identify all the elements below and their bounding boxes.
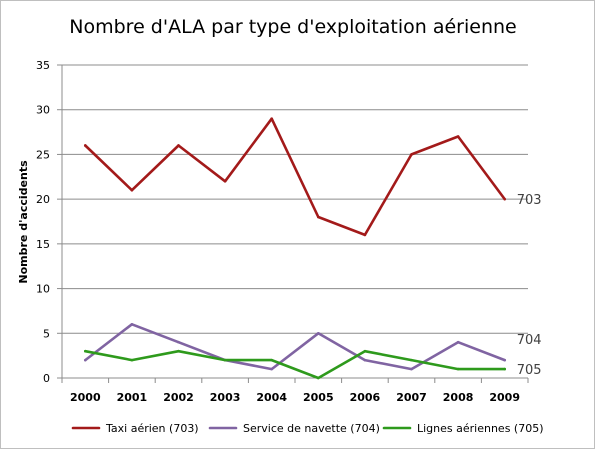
data-point-705 bbox=[410, 358, 413, 362]
x-tick-labels: 2000 2001 2002 2003 2004 2005 2006 2007 2008 2009 bbox=[70, 391, 520, 404]
legend: Taxi aérien (703) Service de navette (704… bbox=[71, 422, 544, 435]
y-tick-label: 15 bbox=[36, 238, 50, 251]
x-tick-label: 2008 bbox=[443, 391, 474, 404]
data-point-704 bbox=[84, 358, 87, 362]
x-tick-label: 2006 bbox=[350, 391, 381, 404]
axes bbox=[57, 64, 529, 383]
y-tick-label: 0 bbox=[43, 372, 50, 385]
data-point-705 bbox=[317, 376, 320, 380]
x-tick-label: 2002 bbox=[163, 391, 194, 404]
data-point-705 bbox=[270, 358, 274, 362]
data-point-704 bbox=[130, 323, 134, 326]
end-label-704: 704 bbox=[517, 333, 542, 348]
y-tick-labels: 0 5 10 15 20 25 30 35 bbox=[36, 59, 50, 385]
data-point-704 bbox=[363, 358, 367, 362]
y-tick-label: 35 bbox=[36, 59, 50, 72]
legend-label-704: Service de navette (704) bbox=[243, 422, 380, 435]
series-line-705 bbox=[84, 349, 507, 380]
chart-title: Nombre d'ALA par type d'exploitation aér… bbox=[69, 16, 516, 38]
data-point-705 bbox=[503, 367, 507, 371]
y-tick-label: 5 bbox=[43, 327, 50, 340]
data-point-705 bbox=[84, 349, 87, 353]
y-axis-label: Nombre d'accidents bbox=[17, 160, 30, 284]
data-point-704 bbox=[270, 367, 274, 371]
data-point-703 bbox=[177, 144, 180, 147]
data-point-704 bbox=[503, 358, 507, 362]
x-tick-label: 2009 bbox=[489, 391, 520, 404]
series-lines bbox=[84, 117, 507, 380]
y-tick-label: 25 bbox=[36, 148, 50, 161]
data-point-703 bbox=[317, 215, 320, 219]
series-line-704 bbox=[84, 322, 507, 371]
x-tick-label: 2004 bbox=[256, 391, 287, 404]
data-point-705 bbox=[130, 358, 134, 362]
x-tick-label: 2005 bbox=[303, 391, 334, 404]
data-point-703 bbox=[503, 197, 507, 201]
data-point-704 bbox=[317, 331, 320, 335]
data-point-703 bbox=[410, 153, 413, 156]
x-tick-label: 2007 bbox=[396, 391, 427, 404]
legend-label-705: Lignes aériennes (705) bbox=[417, 422, 544, 435]
data-point-703 bbox=[223, 179, 227, 183]
series-line-703 bbox=[84, 117, 507, 237]
data-point-703 bbox=[84, 144, 87, 147]
data-point-703 bbox=[363, 233, 367, 237]
end-label-705: 705 bbox=[517, 363, 542, 378]
y-tick-label: 30 bbox=[36, 104, 50, 117]
x-tick-label: 2001 bbox=[117, 391, 148, 404]
data-point-703 bbox=[270, 117, 274, 120]
data-point-705 bbox=[456, 367, 460, 371]
data-point-705 bbox=[363, 349, 367, 353]
y-tick-label: 10 bbox=[36, 283, 50, 296]
x-tick-label: 2000 bbox=[70, 391, 101, 404]
data-point-704 bbox=[456, 340, 460, 344]
end-label-703: 703 bbox=[517, 193, 542, 208]
series-end-labels: 703 704 705 bbox=[517, 193, 542, 378]
data-point-703 bbox=[130, 188, 134, 192]
data-point-704 bbox=[177, 340, 180, 344]
data-point-705 bbox=[177, 349, 180, 353]
y-tick-label: 20 bbox=[36, 193, 50, 206]
data-point-705 bbox=[223, 358, 227, 362]
legend-label-703: Taxi aérien (703) bbox=[105, 422, 199, 435]
data-point-704 bbox=[410, 367, 413, 371]
data-point-703 bbox=[456, 135, 460, 138]
x-tick-label: 2003 bbox=[210, 391, 241, 404]
gridlines bbox=[62, 64, 528, 334]
